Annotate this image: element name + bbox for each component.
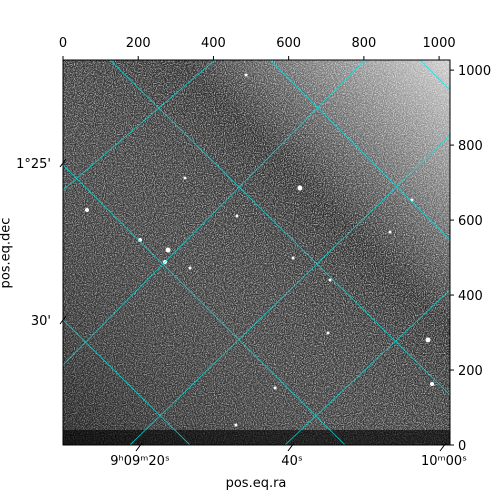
y-axis-label: pos.eq.dec	[0, 218, 14, 289]
x-tick-label: 200	[126, 36, 151, 51]
y-tick-label: 600	[458, 214, 483, 229]
y-tick-label: 1000	[458, 64, 491, 79]
y-tick-label: 400	[458, 289, 483, 304]
y-tick-label: 800	[458, 139, 483, 154]
x-tick-label: 400	[201, 36, 226, 51]
dec-tick	[59, 158, 67, 168]
ra-tick-label: 10ᵐ00ˢ	[421, 454, 467, 469]
x-tick-label: 600	[276, 36, 301, 51]
x-tick-label: 1000	[423, 36, 456, 51]
x-axis-label: pos.eq.ra	[226, 476, 287, 491]
y-tick-label: 200	[458, 364, 483, 379]
x-tick-label: 800	[351, 36, 376, 51]
sky-image	[63, 60, 450, 445]
dec-tick	[59, 315, 67, 325]
ra-tick-label: 9ʰ09ᵐ20ˢ	[110, 454, 170, 469]
ra-tick	[135, 442, 143, 452]
coordinate-grid	[63, 60, 450, 445]
ra-tick	[439, 442, 447, 452]
dec-tick-label: 1°25'	[16, 157, 51, 172]
dec-tick-label: 30'	[31, 314, 51, 329]
ra-tick	[287, 442, 295, 452]
plot-frame	[62, 59, 451, 446]
ra-tick-label: 40ˢ	[281, 454, 303, 469]
x-tick-label: 0	[59, 36, 67, 51]
y-tick-label: 0	[458, 439, 466, 454]
